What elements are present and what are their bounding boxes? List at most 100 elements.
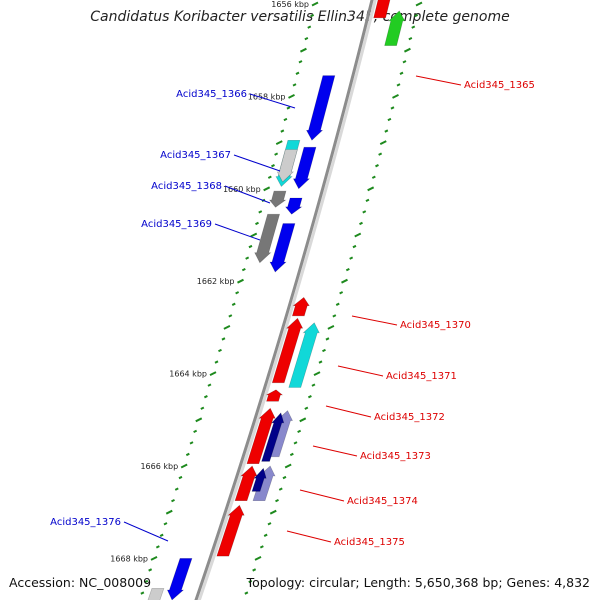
tick-dot [311, 1, 319, 7]
gene-arrow [166, 558, 193, 600]
tick-dot [235, 291, 240, 295]
tick-dot [274, 152, 279, 156]
tick-dot [269, 509, 277, 515]
tick-dot [282, 475, 287, 480]
genome-backbone-shadow [197, 0, 377, 600]
tick-dot [245, 256, 250, 260]
tick-dot [267, 522, 272, 526]
label-leader-line [214, 223, 261, 241]
tick-dot [292, 83, 297, 87]
tick-dot [411, 25, 416, 29]
tick-dot [307, 25, 312, 29]
tick-dot [193, 429, 198, 433]
gene-arrow [291, 296, 310, 317]
label-leader-line [224, 185, 271, 204]
gene-label: Acid345_1366 [176, 89, 247, 100]
tick-dot [280, 129, 285, 133]
kbp-ticks-layer: 1656 kbp 1658 kbp 1660 kbp 1662 kbp 1664 kbp… [110, 0, 309, 563]
tick-dot [345, 268, 350, 272]
label-leader-line [286, 530, 332, 543]
tick-dot [399, 71, 404, 75]
label-leader-line [325, 405, 372, 418]
gene-arrow [268, 190, 287, 208]
tick-dot [318, 360, 323, 364]
tick-dot [332, 314, 337, 318]
genome-backbone [194, 0, 374, 600]
gene-label: Acid345_1376 [50, 517, 121, 528]
gene-arrow [292, 146, 317, 190]
tick-dot [384, 129, 389, 133]
tick-dot [359, 221, 363, 226]
tick-dot [298, 60, 303, 64]
gene-label: Acid345_1373 [360, 451, 431, 462]
tick-dot [195, 417, 203, 423]
tick-dot [259, 545, 264, 549]
kbp-tick-label: 1660 kbp [223, 185, 261, 194]
kbp-tick-label: 1658 kbp [248, 92, 286, 101]
tick-dot [396, 83, 401, 87]
gene-label: Acid345_1367 [160, 150, 231, 161]
tick-dot [263, 533, 268, 537]
tick-dot [185, 452, 190, 457]
tick-dot [250, 232, 258, 238]
tick-dot [325, 337, 330, 341]
tick-dot [171, 499, 175, 503]
tick-dot [237, 278, 244, 284]
tick-dot [283, 117, 288, 122]
gene-label: Acid345_1369 [141, 219, 212, 230]
gene-labels-layer: Acid345_1365 Acid345_1366 Acid345_1367 Acid… [50, 75, 535, 548]
tick-dot [241, 268, 246, 272]
tick-dot [148, 568, 153, 572]
tick-dot [284, 463, 292, 469]
tick-dot [378, 152, 383, 156]
kbp-tick-label: 1664 kbp [169, 370, 207, 379]
tick-dot [178, 475, 183, 480]
tick-dot [267, 175, 272, 179]
tick-dot [174, 487, 179, 491]
kbp-tick-label: 1668 kbp [110, 554, 148, 563]
tick-dot [248, 244, 253, 249]
gene-arrow [276, 149, 298, 183]
tick-dot [189, 441, 194, 445]
tick-dot [275, 499, 279, 503]
tick-dot [223, 325, 231, 330]
gene-label: Acid345_1371 [386, 371, 457, 382]
tick-dot [207, 383, 212, 387]
tick-dot [307, 395, 312, 399]
tick-dot [289, 452, 294, 457]
kbp-tick-label: 1656 kbp [271, 0, 309, 9]
tick-dot [371, 175, 376, 179]
gene-arrow [305, 75, 336, 141]
tick-dot [402, 60, 407, 64]
tick-dot [288, 94, 295, 99]
gene-arrow [251, 467, 267, 492]
gene-arrow [254, 213, 280, 264]
tick-dot [218, 348, 222, 353]
gene-arrow [266, 389, 284, 402]
tick-dot [228, 314, 233, 318]
kbp-tick-label: 1666 kbp [140, 462, 178, 471]
label-leader-line [415, 75, 462, 86]
tick-dot [375, 164, 379, 168]
accession-text: Accession: NC_008009 [9, 575, 152, 590]
tick-dot [297, 429, 302, 433]
tick-dot [415, 1, 423, 7]
tick-dot [159, 533, 164, 537]
gene-features-layer [147, 0, 406, 600]
label-leader-line [123, 521, 169, 542]
tick-dot [339, 291, 344, 295]
tick-dot [165, 509, 173, 515]
gene-label: Acid345_1368 [151, 181, 222, 192]
tick-dot [304, 406, 309, 410]
tick-dot [278, 487, 283, 491]
tick-dot [163, 522, 168, 526]
gene-arrow [261, 412, 285, 462]
gene-arrow [216, 504, 245, 557]
gene-label: Acid345_1374 [347, 496, 418, 507]
label-leader-line [249, 93, 296, 109]
gene-label: Acid345_1365 [464, 80, 535, 91]
tick-dot [214, 360, 219, 364]
tick-dot [299, 417, 307, 423]
gene-arrow [373, 0, 391, 19]
